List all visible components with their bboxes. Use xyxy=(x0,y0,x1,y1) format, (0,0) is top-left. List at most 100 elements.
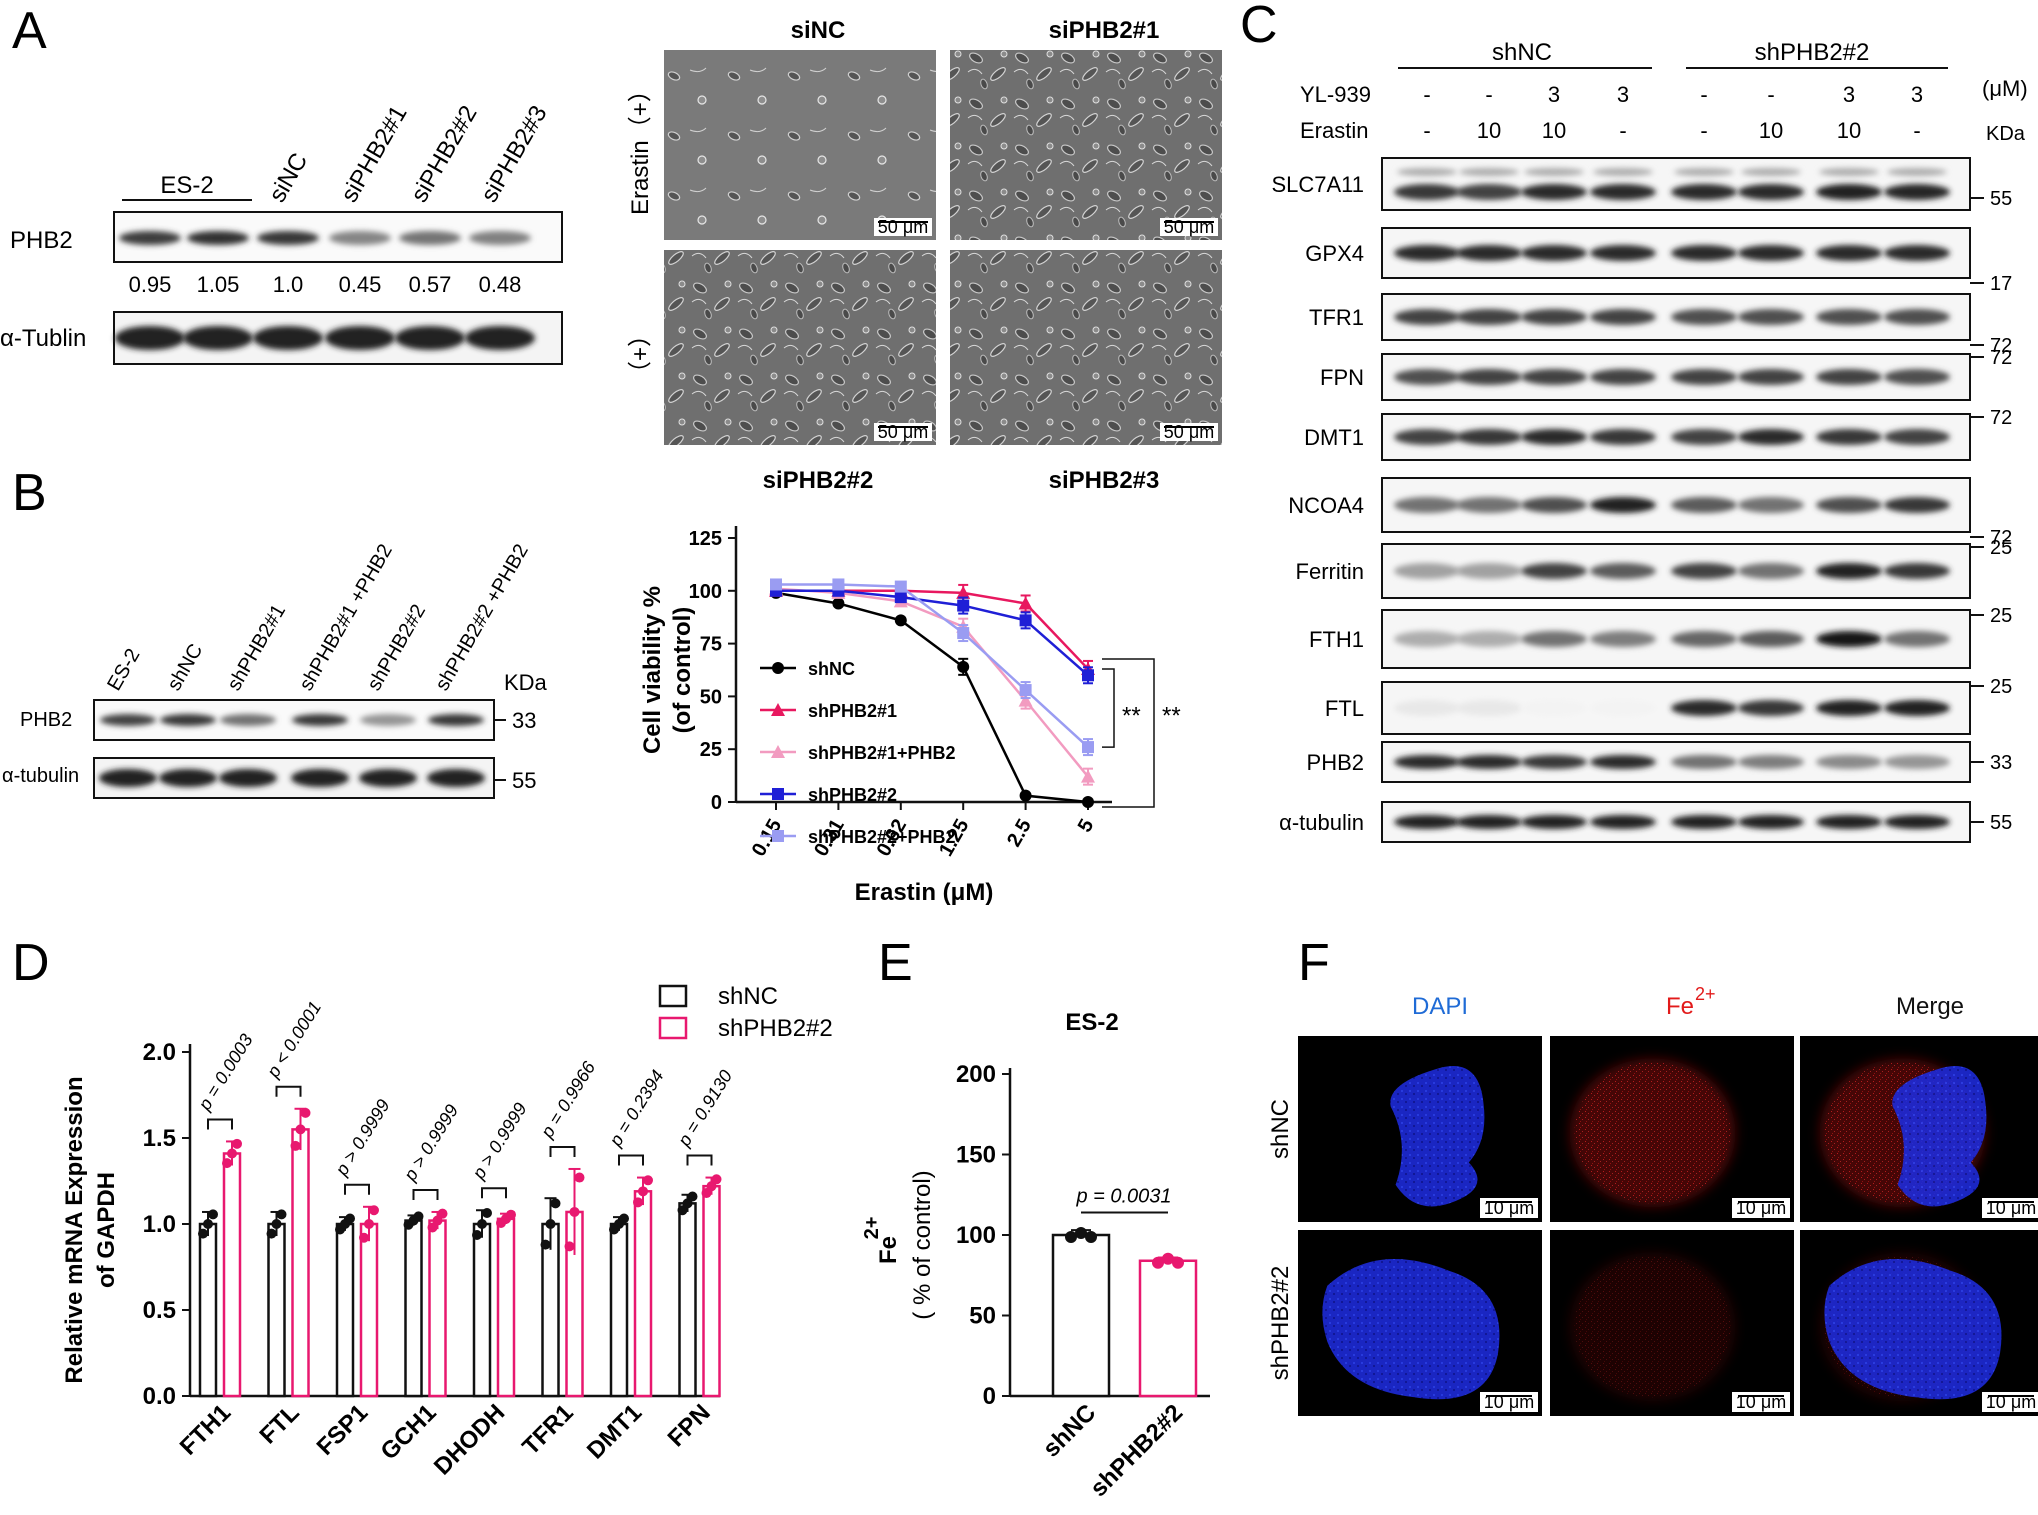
replicate-dot xyxy=(569,1206,580,1217)
data-point xyxy=(832,597,845,610)
blot-band xyxy=(1456,755,1522,769)
replicate-dot xyxy=(232,1138,242,1149)
blot-band xyxy=(1816,369,1882,385)
panel-b-kda-label: KDa xyxy=(504,670,548,695)
replicate-dot xyxy=(633,1197,643,1208)
replicate-dot xyxy=(545,1219,556,1229)
panel-d: D 0.0 0.5 1.0 1.5 2.0 Relative mRNA Expressio… xyxy=(12,934,833,1480)
panel-c-kda-label: KDa xyxy=(1986,123,2026,145)
p-value: p > 0.9999 xyxy=(331,1096,394,1180)
y-tick-label: 1.0 xyxy=(143,1211,176,1238)
p-value: p > 0.9999 xyxy=(468,1099,531,1183)
y-tick-label: 100 xyxy=(956,1222,996,1249)
blot-band xyxy=(1590,429,1656,445)
panel-a-band-phb2 xyxy=(119,231,181,245)
blot-band xyxy=(1521,700,1587,716)
fluor-column-sup: 2+ xyxy=(1695,984,1716,1004)
y-tick-label: 0.0 xyxy=(143,1383,176,1410)
scale-bar-label: 50 μm xyxy=(878,217,928,237)
treatment-value: 3 xyxy=(1548,82,1560,107)
panel-a-ratio: 1.0 xyxy=(273,272,304,297)
micro-scale-bars: 50 μm 50 μm 50 μm 50 μm xyxy=(874,217,1218,442)
gene-group-TFR1: p = 0.9966 TFR1 xyxy=(517,1057,600,1461)
bar xyxy=(496,1217,516,1398)
data-point xyxy=(957,660,970,673)
bar xyxy=(198,1222,218,1398)
treatment-value: - xyxy=(1423,118,1430,143)
data-point xyxy=(956,585,971,599)
treatment-value: - xyxy=(1423,82,1430,107)
panel-a-band-phb2 xyxy=(187,231,249,245)
blot-band xyxy=(1456,369,1522,385)
blot-band xyxy=(1456,309,1522,325)
data-point xyxy=(894,614,907,627)
micro-image-sinc xyxy=(664,50,936,240)
panel-c-group-shnc: shNC xyxy=(1492,39,1552,66)
blot-band xyxy=(1816,631,1882,647)
data-point xyxy=(1019,614,1032,627)
blot-band xyxy=(1884,369,1950,385)
legend-label: shPHB2#2+PHB2 xyxy=(808,827,956,847)
panel-b-band-phb2 xyxy=(100,714,156,726)
x-tick-label: shNC xyxy=(1038,1399,1101,1462)
panel-b-lane-label: ES-2 xyxy=(103,645,144,695)
protein-label: Ferritin xyxy=(1296,559,1364,584)
replicate-dot xyxy=(345,1213,355,1224)
bar xyxy=(609,1222,629,1398)
y-tick-label: 2.0 xyxy=(143,1039,176,1066)
panel-a-group-label: ES-2 xyxy=(160,172,213,199)
replicate-dot xyxy=(359,1232,369,1243)
fluor-image: 10 μm xyxy=(1800,1230,2038,1416)
replicate-dot xyxy=(364,1219,374,1229)
replicate-dot xyxy=(227,1148,237,1159)
y-tick-label: 0 xyxy=(711,792,722,814)
blot-band xyxy=(1590,755,1656,769)
replicate-dot xyxy=(437,1208,448,1219)
legend-marker xyxy=(772,662,784,674)
blot-row-DMT1: DMT1 72 xyxy=(1304,407,2012,461)
blot-row-Ferritin: Ferritin 25 xyxy=(1296,537,2012,599)
fluor-row-label: shNC xyxy=(1267,1099,1294,1159)
blot-band xyxy=(1590,309,1656,325)
blot-band-upper xyxy=(1524,168,1584,176)
blot-band xyxy=(1884,429,1950,445)
replicate-dot xyxy=(266,1228,277,1239)
blot-band xyxy=(1816,755,1882,769)
gene-label: FPN xyxy=(663,1399,716,1452)
blot-band xyxy=(1456,184,1522,200)
blot-band xyxy=(1590,184,1656,200)
blot-band xyxy=(1456,700,1522,716)
p-bracket xyxy=(344,1183,370,1195)
blot-band xyxy=(1521,631,1587,647)
blot-band xyxy=(1456,245,1522,261)
blot-band xyxy=(1394,429,1460,445)
blot-band xyxy=(1521,369,1587,385)
replicate-dot xyxy=(682,1198,693,1209)
y-tick-label: 75 xyxy=(700,634,722,656)
blot-band xyxy=(1521,755,1587,769)
panel-b-kda-55: 55 xyxy=(512,768,536,793)
blot-band xyxy=(1671,563,1737,579)
legend-marker xyxy=(772,830,784,842)
micro-title-siphb2-1: siPHB2#1 xyxy=(1049,17,1160,44)
blot-row-α-tubulin: α-tubulin 55 xyxy=(1279,801,2012,843)
legend-label-shnc: shNC xyxy=(718,983,778,1010)
blot-band xyxy=(1738,497,1804,513)
panel-c-blots: SLC7A1155GPX417TFR172FPN72DMT172NCOA472F… xyxy=(1271,157,2012,843)
y-axis-label-sup: 2+ xyxy=(861,1217,883,1240)
protein-label: PHB2 xyxy=(1307,750,1364,775)
sig-label-1: ** xyxy=(1122,703,1141,730)
panel-b: B ES-2 shNC shPHB2#1 shPHB2#1 +PHB2shPHB2#2… xyxy=(2,464,1181,906)
blot-band xyxy=(1671,815,1737,829)
kda-marker: 25 xyxy=(1990,537,2012,559)
replicate-dot xyxy=(1172,1256,1184,1269)
blot-row-PHB2: PHB2 33 xyxy=(1307,741,2012,783)
blot-band xyxy=(1590,369,1656,385)
y-tick-label: 125 xyxy=(689,528,722,550)
legend-label: shPHB2#1 xyxy=(808,701,897,721)
replicate-dot xyxy=(1065,1231,1077,1243)
replicate-dot xyxy=(198,1228,208,1239)
kda-marker: 72 xyxy=(1990,335,2012,357)
replicate-dot xyxy=(638,1186,648,1197)
blot-row-NCOA4: NCOA4 72 xyxy=(1288,477,2012,549)
